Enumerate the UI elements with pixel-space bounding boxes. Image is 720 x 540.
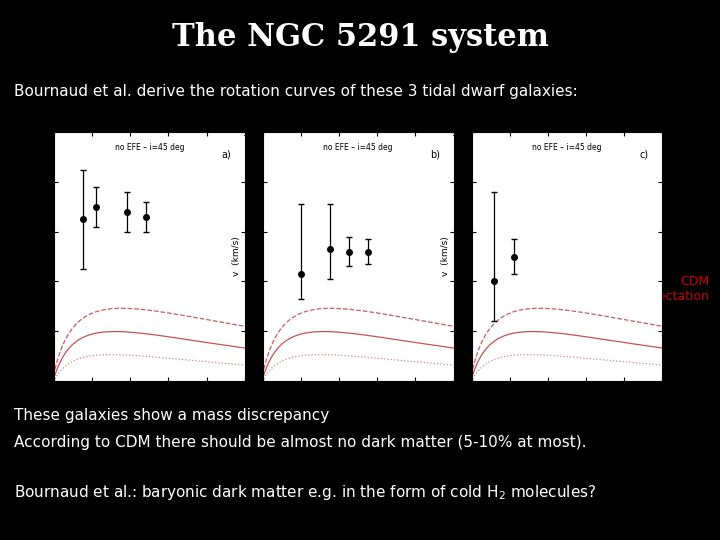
X-axis label: r  (kpc): r (kpc) [133,396,166,405]
Text: CDM
expectation: CDM expectation [635,275,709,303]
Text: no EFE – i=45 deg: no EFE – i=45 deg [323,144,393,152]
Text: Bournaud et al.: baryonic dark matter e.g. in the form of cold H$_2$ molecules?: Bournaud et al.: baryonic dark matter e.… [14,483,597,502]
Title: NGC 5291SW: NGC 5291SW [532,122,602,132]
Text: no EFE – i=45 deg: no EFE – i=45 deg [532,144,602,152]
Text: The NGC 5291 system: The NGC 5291 system [171,22,549,52]
Text: Bournaud et al. derive the rotation curves of these 3 tidal dwarf galaxies:: Bournaud et al. derive the rotation curv… [14,84,578,99]
X-axis label: r  (kpc): r (kpc) [342,396,374,405]
Text: These galaxies show a mass discrepancy: These galaxies show a mass discrepancy [14,408,330,423]
Text: b): b) [431,150,440,160]
Title: NGC 5291S: NGC 5291S [328,122,388,132]
Y-axis label: v  (km/s): v (km/s) [441,237,449,276]
Text: a): a) [222,150,231,160]
Y-axis label: v  (km/s): v (km/s) [23,237,32,276]
Y-axis label: v  (km/s): v (km/s) [232,237,240,276]
Text: c): c) [640,150,649,160]
Title: NGC 5291X: NGC 5291X [120,122,179,132]
Text: no EFE – i=45 deg: no EFE – i=45 deg [114,144,184,152]
X-axis label: r  (kpc): r (kpc) [551,396,583,405]
Text: According to CDM there should be almost no dark matter (5-10% at most).: According to CDM there should be almost … [14,435,587,450]
